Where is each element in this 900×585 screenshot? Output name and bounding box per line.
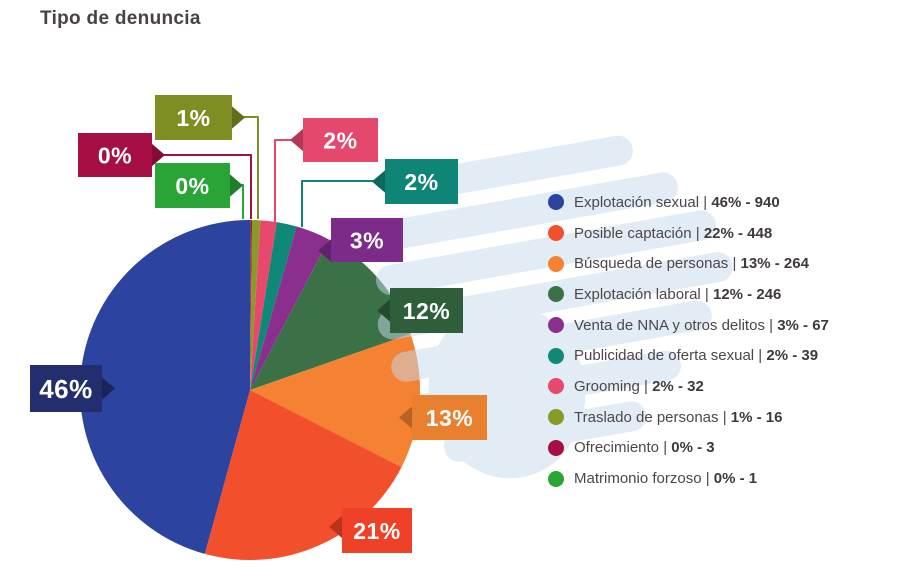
callout-box-traslado-de-personas (155, 95, 232, 140)
legend-label: Traslado de personas | 1% - 16 (574, 408, 783, 426)
legend-label: Matrimonio forzoso | 0% - 1 (574, 470, 758, 488)
callout-arrow-traslado-de-personas (231, 105, 245, 130)
pie-slice-publicidad-de-oferta-sexual (250, 222, 297, 390)
legend-item-venta-de-nna-y-otros-delitos: Venta de NNA y otros delitos | 3% - 67 (548, 310, 829, 341)
legend-item-matrimonio-forzoso: Matrimonio forzoso | 0% - 1 (548, 463, 829, 494)
legend-item-explotacio-n-sexual: Explotación sexual | 46% - 940 (548, 187, 829, 218)
callout-box-matrimonio-forzoso (155, 163, 230, 208)
legend-item-ofrecimiento: Ofrecimiento | 0% - 3 (548, 433, 829, 464)
callout-matrimonio-forzoso: 0% (155, 163, 243, 208)
legend-item-explotacio-n-laboral: Explotación laboral | 12% - 246 (548, 279, 829, 310)
legend-label: Explotación sexual | 46% - 940 (574, 193, 780, 211)
callout-line-grooming (274, 139, 303, 222)
legend-dot-bu-squeda-de-personas (548, 255, 564, 272)
callout-value-venta-de-nna-y-otros-delitos: 3% (350, 227, 384, 253)
callout-labels: 46% 21% 13% 12% 3% 2% 2% 1% 0% 0% (30, 95, 487, 553)
callout-venta-de-nna-y-otros-delitos: 3% (318, 218, 403, 263)
callout-box-explotacio-n-sexual (30, 365, 102, 412)
legend-dot-matrimonio-forzoso (548, 470, 564, 487)
callout-arrow-posible-captacio-n (329, 514, 343, 539)
legend-dot-posible-captacio-n (548, 225, 564, 242)
legend-label: Posible captación | 22% - 448 (574, 224, 773, 242)
callout-box-ofrecimiento (78, 133, 152, 177)
callout-explotacio-n-sexual: 46% (30, 365, 115, 412)
chart-legend: Explotación sexual | 46% - 940 Posible ca… (548, 187, 829, 494)
callout-value-grooming: 2% (323, 127, 357, 153)
pie-slice-explotacio-n-sexual (79, 219, 250, 554)
callout-box-publicidad-de-oferta-sexual (385, 159, 458, 204)
pie-slice-matrimonio-forzoso (250, 219, 251, 390)
legend-item-publicidad-de-oferta-sexual: Publicidad de oferta sexual | 2% - 39 (548, 340, 829, 371)
callout-arrow-venta-de-nna-y-otros-delitos (318, 238, 332, 263)
pie-slice-bu-squeda-de-personas (250, 333, 420, 468)
legend-dot-explotacio-n-laboral (548, 286, 564, 303)
pie-slice-ofrecimiento (250, 220, 253, 390)
callout-explotacio-n-laboral: 12% (377, 288, 463, 333)
callout-value-publicidad-de-oferta-sexual: 2% (404, 169, 438, 195)
pie-slice-grooming (250, 220, 277, 390)
legend-label: Venta de NNA y otros delitos | 3% - 67 (574, 316, 829, 334)
legend-item-traslado-de-personas: Traslado de personas | 1% - 16 (548, 402, 829, 433)
pie-slice-venta-de-nna-y-otros-delitos (250, 226, 329, 390)
callout-arrow-matrimonio-forzoso (229, 173, 243, 198)
callout-arrow-explotacio-n-laboral (377, 298, 391, 323)
legend-dot-traslado-de-personas (548, 409, 564, 426)
callout-value-explotacio-n-sexual: 46% (39, 374, 93, 404)
pie-slice-explotacio-n-laboral (250, 239, 411, 390)
legend-dot-venta-de-nna-y-otros-delitos (548, 317, 564, 334)
callout-grooming: 2% (290, 118, 378, 162)
callout-arrow-explotacio-n-sexual (101, 376, 115, 401)
legend-label: Ofrecimiento | 0% - 3 (574, 439, 715, 457)
legend-label: Grooming | 2% - 32 (574, 377, 704, 395)
callout-line-publicidad-de-oferta-sexual (301, 180, 385, 227)
pie-slice-traslado-de-personas (250, 220, 261, 390)
callout-ofrecimiento: 0% (78, 133, 165, 177)
callout-arrow-bu-squeda-de-personas (399, 405, 413, 430)
callout-value-posible-captacio-n: 21% (353, 518, 401, 544)
callout-value-explotacio-n-laboral: 12% (403, 298, 451, 324)
callout-value-traslado-de-personas: 1% (176, 105, 210, 131)
callout-traslado-de-personas: 1% (155, 95, 245, 140)
callout-arrow-ofrecimiento (151, 143, 165, 167)
callout-box-bu-squeda-de-personas (412, 395, 487, 440)
legend-item-posible-captacio-n: Posible captación | 22% - 448 (548, 218, 829, 249)
callout-bu-squeda-de-personas: 13% (399, 395, 487, 440)
callout-posible-captacio-n: 21% (329, 508, 412, 553)
legend-dot-publicidad-de-oferta-sexual (548, 347, 564, 364)
legend-dot-grooming (548, 378, 564, 395)
callout-line-traslado-de-personas (232, 116, 259, 219)
legend-item-grooming: Grooming | 2% - 32 (548, 371, 829, 402)
callout-box-posible-captacio-n (342, 508, 412, 553)
callout-value-bu-squeda-de-personas: 13% (426, 405, 474, 431)
callout-value-matrimonio-forzoso: 0% (175, 173, 209, 199)
legend-dot-explotacio-n-sexual (548, 194, 564, 211)
callout-box-venta-de-nna-y-otros-delitos (331, 218, 403, 262)
callout-value-ofrecimiento: 0% (98, 142, 132, 168)
callout-publicidad-de-oferta-sexual: 2% (372, 159, 458, 204)
callout-box-explotacio-n-laboral (390, 288, 463, 333)
legend-dot-ofrecimiento (548, 439, 564, 456)
legend-label: Búsqueda de personas | 13% - 264 (574, 255, 809, 273)
callout-box-grooming (303, 118, 378, 162)
legend-label: Publicidad de oferta sexual | 2% - 39 (574, 347, 819, 365)
legend-item-bu-squeda-de-personas: Búsqueda de personas | 13% - 264 (548, 248, 829, 279)
callout-arrow-publicidad-de-oferta-sexual (372, 169, 386, 194)
callout-line-ofrecimiento (152, 154, 252, 219)
legend-label: Explotación laboral | 12% - 246 (574, 285, 782, 303)
callout-arrow-grooming (290, 128, 304, 152)
page-title: Tipo de denuncia (40, 8, 201, 29)
